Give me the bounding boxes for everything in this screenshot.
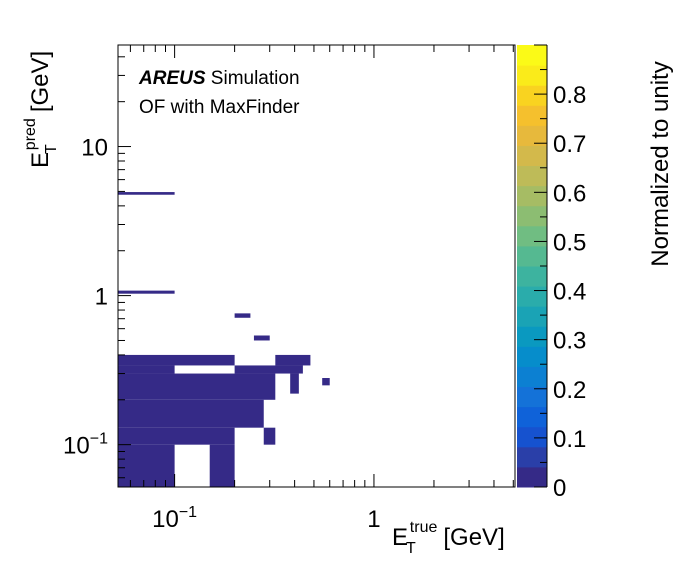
- z-tick-label: 0: [553, 475, 566, 502]
- palette-band: [517, 406, 547, 428]
- z-tick-label: 0.1: [553, 426, 586, 453]
- palette-band: [517, 185, 547, 207]
- annotation-bold: AREUS: [138, 68, 206, 89]
- z-tick-label: 0.6: [553, 180, 586, 207]
- z-tick-label: 0.5: [553, 229, 586, 256]
- palette-band: [517, 45, 547, 66]
- heatmap-cell: [118, 290, 175, 294]
- z-tick-label: 0.7: [553, 131, 586, 158]
- y-label-main: E: [27, 152, 54, 168]
- palette-band: [517, 145, 547, 167]
- palette-band: [517, 306, 547, 327]
- heatmap-cell: [118, 444, 175, 487]
- heatmap-cell: [290, 373, 299, 394]
- plot-frame: [117, 44, 516, 488]
- heatmap-cell: [275, 354, 311, 366]
- heatmap-cell: [118, 373, 276, 400]
- heatmap-cell: [118, 427, 235, 445]
- annotation: AREUS Simulation: [138, 68, 300, 89]
- palette-band: [517, 225, 547, 247]
- x-label-sup: true: [410, 519, 438, 536]
- heatmap-cell: [234, 313, 251, 318]
- heatmap-cell: [234, 365, 303, 374]
- palette-band: [517, 266, 547, 287]
- heatmap-cell: [209, 444, 235, 487]
- palette-band: [517, 125, 547, 146]
- x-tick-label: 1: [367, 506, 380, 533]
- palette-band: [517, 446, 547, 468]
- heatmap-cell: [118, 354, 235, 366]
- y-tick-label: 10−1: [63, 431, 108, 460]
- palette-band: [517, 85, 547, 106]
- z-tick-label: 0.2: [553, 377, 586, 404]
- axis-ticks: 10−1 1 10−1 1 10: [63, 45, 514, 533]
- palette-band: [517, 346, 547, 367]
- palette-band: [517, 366, 547, 388]
- heatmap-cell: [253, 335, 270, 341]
- y-tick-label: 10: [81, 135, 108, 162]
- z-axis-label: Normalized to unity: [647, 61, 674, 266]
- palette-band: [517, 466, 547, 488]
- x-label-sub: T: [406, 540, 416, 557]
- palette-band: [517, 165, 547, 187]
- palette-band: [517, 386, 547, 408]
- palette-band: [517, 426, 547, 448]
- z-tick-label: 0.4: [553, 279, 586, 306]
- y-label-unit: [GeV]: [27, 51, 54, 112]
- heatmap-cell: [322, 378, 330, 386]
- palette-band: [517, 65, 547, 86]
- heatmap-cell: [263, 427, 276, 445]
- y-axis-label: ETpred [GeV]: [22, 51, 60, 168]
- palette-band: [517, 205, 547, 227]
- heatmap-cell: [118, 365, 175, 374]
- palette-band: [517, 286, 547, 307]
- annotation-text: Simulation: [211, 68, 300, 89]
- y-label-sup: pred: [22, 118, 39, 150]
- subtitle: OF with MaxFinder: [139, 97, 300, 118]
- z-tick-label: 0.8: [553, 82, 586, 109]
- heatmap-cell: [118, 399, 264, 428]
- x-label-main: E: [392, 524, 408, 551]
- heatmap-cells: [118, 192, 330, 487]
- palette-band: [517, 105, 547, 126]
- x-tick-label: 10−1: [152, 504, 197, 533]
- heatmap-cell: [118, 192, 175, 195]
- x-axis-label: ETtrue [GeV]: [392, 519, 505, 557]
- y-tick-label: 1: [95, 284, 108, 311]
- y-label-sub: T: [43, 144, 60, 154]
- z-axis-ticks: 0 0.1 0.2 0.3 0.4 0.5 0.6 0.7 0.8: [534, 44, 586, 502]
- z-tick-label: 0.3: [553, 328, 586, 355]
- palette-band: [517, 245, 547, 267]
- palette-band: [517, 326, 547, 347]
- x-label-unit: [GeV]: [443, 524, 504, 551]
- color-palette: [517, 45, 548, 488]
